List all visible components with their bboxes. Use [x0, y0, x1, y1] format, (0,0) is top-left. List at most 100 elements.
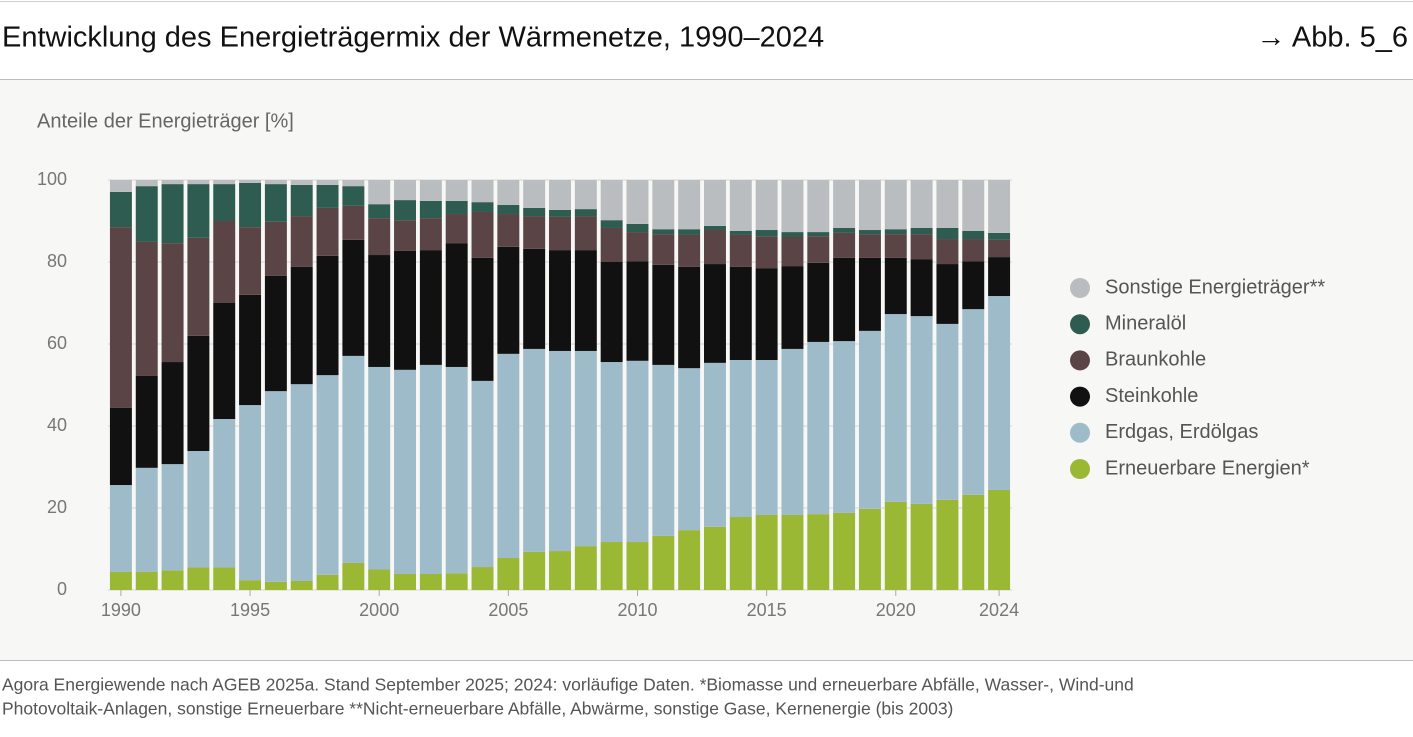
bar-segment [781, 232, 804, 237]
bar-segment [316, 574, 339, 590]
legend-label: Erneuerbare Energien* [1105, 457, 1310, 479]
bar-segment [549, 551, 571, 590]
bar-segment [187, 335, 210, 452]
bar-segment [523, 551, 546, 590]
bar-segment [807, 514, 830, 590]
bar-segment [109, 227, 132, 408]
bar-segment [600, 227, 623, 262]
x-tick-label: 2005 [488, 600, 528, 620]
bar-segment [703, 264, 726, 363]
y-tick-label: 60 [47, 333, 67, 353]
bar-segment [290, 216, 313, 267]
bar-segment [342, 186, 365, 206]
x-tick-label: 1995 [230, 600, 270, 620]
bar-segment [988, 232, 1011, 240]
bar-segment [239, 580, 262, 590]
bar-segment [678, 180, 701, 230]
bar-segment [445, 180, 468, 201]
x-tick-label: 2010 [617, 600, 657, 620]
bar-segment [729, 180, 752, 231]
bar-segment [807, 341, 830, 515]
bar-segment [729, 234, 752, 267]
figure-ref: → Abb. 5_6 [1256, 22, 1408, 54]
bar-segment [239, 294, 262, 406]
bar-segment [264, 275, 287, 392]
bar-segment [187, 180, 210, 185]
y-tick-label: 80 [47, 251, 67, 271]
bar-segment [419, 218, 442, 251]
bar-segment [936, 264, 959, 324]
bar-segment [445, 200, 468, 215]
bar-segment [316, 375, 339, 575]
bar-segment [161, 464, 184, 571]
bar-segment [135, 571, 158, 590]
bar-segment [626, 360, 649, 543]
bar-segment [858, 330, 881, 509]
bar-segment [394, 369, 417, 575]
bar-segment [523, 180, 546, 208]
bar-segment [910, 316, 933, 504]
bar-segment [807, 232, 830, 237]
bar-segment [910, 180, 933, 228]
bar-segment [574, 180, 597, 210]
bar-segment [239, 227, 262, 295]
y-tick-label: 100 [37, 169, 67, 189]
bar-segment [833, 341, 856, 513]
bar-segment [910, 234, 933, 260]
bar-segment [135, 375, 158, 468]
bar-segment [394, 250, 417, 370]
bar-segment [368, 180, 391, 205]
bar-segment [368, 569, 391, 590]
bar-segment [419, 250, 442, 365]
bar-segment [213, 419, 236, 568]
bar-segment [290, 580, 313, 590]
legend-marker [1070, 386, 1090, 407]
bar-segment [626, 223, 649, 233]
bar-segment [600, 180, 623, 221]
bar-segment [755, 236, 778, 269]
bar-segment [471, 180, 494, 203]
y-axis-label: Anteile der Energieträger [%] [37, 110, 294, 132]
legend-marker [1070, 422, 1090, 443]
bar-segment [187, 184, 210, 238]
bar-segment [471, 211, 494, 258]
bar-segment [368, 204, 391, 219]
bar-segment [574, 216, 597, 251]
bar-segment [988, 489, 1011, 590]
bar-segment [858, 230, 881, 235]
bar-segment [445, 214, 468, 244]
bar-segment [833, 512, 856, 590]
bar-segment [342, 239, 365, 356]
bar-segment [342, 562, 365, 590]
bar-segment [936, 323, 959, 500]
bar-segment [316, 255, 339, 376]
bar-segment [729, 359, 752, 518]
bar-segment [264, 221, 287, 276]
bar-segment [652, 264, 675, 365]
bar-segment [290, 180, 313, 185]
bar-segment [781, 180, 804, 233]
bar-segment [910, 259, 933, 317]
bar-segment [239, 180, 262, 183]
bar-segment [419, 364, 442, 575]
bar-segment [419, 200, 442, 219]
x-tick-label: 2020 [876, 600, 916, 620]
bar-segment [109, 191, 132, 228]
bar-segment [109, 180, 132, 192]
bar-segment [264, 184, 287, 222]
bar-segment [807, 236, 830, 263]
bar-segment [109, 571, 132, 590]
bar-segment [264, 391, 287, 582]
bar-segment [445, 366, 468, 574]
bar-segment [549, 350, 571, 552]
bar-segment [703, 230, 726, 265]
bar-segment [678, 530, 701, 590]
bar-segment [135, 186, 158, 242]
bar-segment [342, 355, 365, 563]
bar-segment [884, 229, 907, 235]
bar-segment [884, 501, 907, 590]
bar-segment [316, 184, 339, 208]
bar-segment [988, 180, 1011, 233]
bar-segment [316, 180, 339, 185]
bar-segment [858, 257, 881, 331]
